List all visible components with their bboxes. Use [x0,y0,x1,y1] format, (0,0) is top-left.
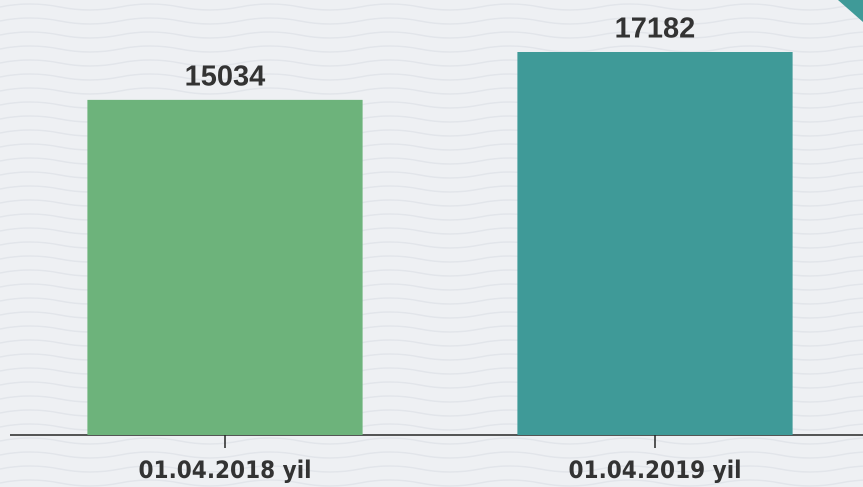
x-tick-label: 01.04.2019 yil [569,456,742,484]
x-tick-label: 01.04.2018 yil [139,456,312,484]
bar [517,52,793,435]
data-label: 17182 [615,13,696,45]
data-label: 15034 [185,61,266,93]
bar [87,99,363,436]
corner-decoration [838,0,863,22]
